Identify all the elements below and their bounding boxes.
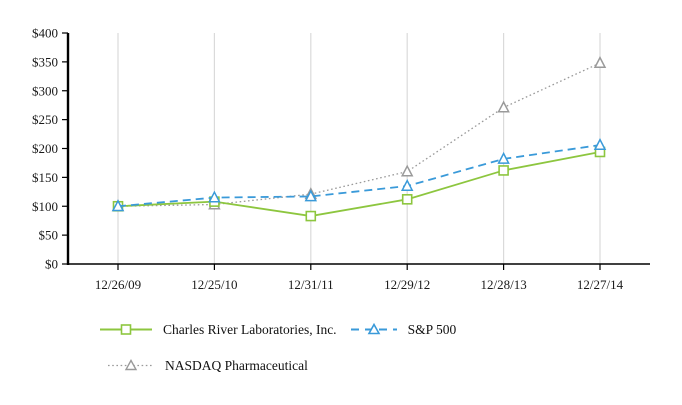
svg-text:$150: $150 — [32, 170, 58, 185]
legend-item-nasdaq: NASDAQ Pharmaceutical — [108, 358, 308, 374]
legend-label-nasdaq: NASDAQ Pharmaceutical — [165, 357, 308, 373]
svg-text:$300: $300 — [32, 83, 58, 98]
svg-text:12/25/10: 12/25/10 — [191, 277, 237, 292]
legend-item-sp500: S&P 500 — [350, 321, 457, 338]
svg-text:$350: $350 — [32, 54, 58, 69]
nasdaq-series-glyph-icon — [108, 359, 154, 371]
svg-text:$200: $200 — [32, 141, 58, 156]
svg-text:$250: $250 — [32, 112, 58, 127]
legend-row-1: Charles River Laboratories, Inc. S&P 500 — [100, 321, 660, 338]
crl-series-glyph-icon — [100, 324, 152, 335]
legend-label-sp500: S&P 500 — [407, 321, 457, 337]
legend-label-charles-river: Charles River Laboratories, Inc. — [163, 321, 337, 337]
svg-text:12/26/09: 12/26/09 — [95, 277, 141, 292]
svg-text:12/31/11: 12/31/11 — [288, 277, 334, 292]
svg-text:12/28/13: 12/28/13 — [480, 277, 526, 292]
legend-row-2: NASDAQ Pharmaceutical — [108, 357, 660, 374]
sp500-series-glyph-icon — [350, 323, 397, 335]
svg-text:12/29/12: 12/29/12 — [384, 277, 430, 292]
legend-item-charles-river: Charles River Laboratories, Inc. — [100, 322, 337, 338]
svg-text:$400: $400 — [32, 26, 58, 41]
svg-text:$100: $100 — [32, 199, 58, 214]
svg-text:12/27/14: 12/27/14 — [577, 277, 624, 292]
svg-text:$50: $50 — [39, 228, 59, 243]
svg-text:$0: $0 — [45, 257, 58, 272]
chart-legend: Charles River Laboratories, Inc. S&P 500… — [100, 321, 660, 374]
